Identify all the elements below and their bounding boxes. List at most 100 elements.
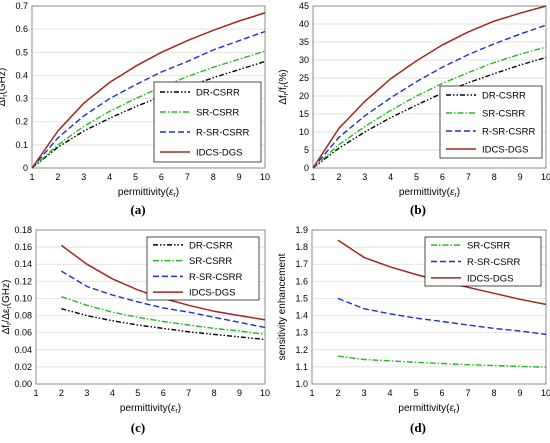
legend: SR-CSRR R-SR-CSRR IDCS-DGS [424, 236, 542, 287]
x-tick-label: 6 [159, 172, 164, 182]
chart-panel-2: 0.00 0.02 0.04 0.06 0.08 0.10 0.12 0.14 0.16 0.18… [1, 225, 270, 435]
y-tick-label: 0.06 [14, 328, 32, 338]
plot-frame [31, 5, 266, 169]
x-tick-label: 3 [362, 172, 367, 182]
x-tick-label: 3 [84, 388, 89, 398]
series-line-r-sr-csrr [337, 297, 547, 336]
y-tick-label: 1.9 [295, 225, 308, 235]
x-tick-label: 4 [110, 388, 115, 398]
x-tick-label: 7 [186, 388, 191, 398]
x-tick-label: 9 [518, 172, 523, 182]
legend: DR-CSRR SR-CSRR R-SR-CSRR IDCS-DGS [153, 81, 262, 163]
x-tick-label: 5 [414, 172, 419, 182]
panel-label: (b) [410, 202, 426, 217]
legend: DR-CSRR SR-CSRR R-SR-CSRR IDCS-DGS [439, 85, 543, 159]
x-tick-label: 1 [33, 388, 38, 398]
y-axis-label: Δfr/fr(%) [278, 69, 290, 104]
series-line-r-sr-csrr [61, 270, 266, 329]
plot-frame [312, 5, 547, 169]
y-tick-label: 0 [304, 163, 309, 173]
legend-label: DR-CSRR [196, 88, 240, 99]
series-line-dr-csrr [31, 60, 266, 169]
y-tick-label: 5 [304, 145, 309, 155]
chart-panel-0: 0 0.1 0.2 0.3 0.4 0.5 0.6 0.7 1 2 3 4 5 6 7 8 9 10 DR-CSRR… [0, 1, 270, 217]
series-line-sr-csrr [312, 46, 547, 169]
x-tick-label: 1 [309, 388, 314, 398]
plot-frame [311, 229, 547, 385]
legend-label: SR-CSRR [467, 241, 510, 252]
y-tick-label: 0.10 [14, 293, 32, 303]
x-tick-label: 7 [466, 172, 471, 182]
y-tick-label: 1.6 [295, 276, 308, 286]
y-tick-label: 30 [299, 55, 309, 65]
legend-box [439, 85, 543, 159]
series-line-sr-csrr [31, 50, 266, 169]
y-tick-label: 0.08 [14, 311, 32, 321]
y-tick-label: 0.14 [14, 259, 32, 269]
x-tick-label: 7 [185, 172, 190, 182]
x-tick-label: 9 [517, 388, 522, 398]
panel-label: (d) [410, 420, 426, 435]
x-tick-label: 7 [465, 388, 470, 398]
x-tick-label: 9 [237, 388, 242, 398]
legend-label: IDCS-DGS [467, 273, 513, 284]
y-axis-label: Δfr(GHz) [0, 68, 9, 106]
y-tick-label: 40 [299, 19, 309, 29]
chart-panel-3: 1.0 1.1 1.2 1.3 1.4 1.5 1.6 1.7 1.8 1.9 1 2 3 4 5 6 7 8 9 1… [277, 225, 550, 435]
x-tick-label: 8 [492, 172, 497, 182]
y-tick-label: 0.00 [14, 379, 32, 389]
legend-label: IDCS-DGS [196, 148, 242, 159]
x-tick-label: 2 [336, 172, 341, 182]
y-tick-label: 35 [299, 37, 309, 47]
x-tick-label: 3 [361, 388, 366, 398]
y-tick-label: 0.12 [14, 276, 32, 286]
x-tick-label: 2 [55, 172, 60, 182]
panel-label: (c) [131, 420, 145, 435]
series-line-r-sr-csrr [312, 24, 547, 169]
x-tick-label: 6 [161, 388, 166, 398]
legend-label: R-SR-CSRR [467, 257, 520, 268]
series-line-idcs-dgs [312, 5, 547, 169]
x-tick-label: 10 [541, 172, 550, 182]
legend-label: IDCS-DGS [482, 145, 528, 156]
x-axis-label: permittivity(εr) [118, 187, 179, 199]
y-tick-label: 45 [299, 1, 309, 11]
x-tick-label: 10 [260, 172, 270, 182]
y-tick-label: 0.02 [14, 362, 32, 372]
legend-label: SR-CSRR [196, 108, 239, 119]
y-tick-label: 1.2 [295, 345, 308, 355]
legend-label: R-SR-CSRR [189, 272, 242, 283]
x-axis-label: permittivity(εr) [120, 403, 181, 415]
legend-label: R-SR-CSRR [482, 127, 535, 138]
y-tick-label: 25 [299, 73, 309, 83]
y-tick-label: 0.18 [14, 225, 32, 235]
y-tick-label: 10 [299, 127, 309, 137]
x-tick-label: 4 [387, 388, 392, 398]
y-tick-label: 0.1 [15, 140, 28, 150]
y-tick-label: 1.1 [295, 362, 308, 372]
legend-label: IDCS-DGS [189, 288, 235, 299]
y-tick-label: 0.3 [15, 94, 28, 104]
x-tick-label: 4 [388, 172, 393, 182]
x-axis-label: permittivity(εr) [398, 403, 459, 415]
x-tick-label: 2 [335, 388, 340, 398]
x-tick-label: 3 [81, 172, 86, 182]
y-tick-label: 20 [299, 91, 309, 101]
x-tick-label: 1 [310, 172, 315, 182]
x-tick-label: 8 [491, 388, 496, 398]
y-tick-label: 1.3 [295, 328, 308, 338]
panel-label: (a) [130, 202, 145, 217]
legend-label: SR-CSRR [189, 256, 232, 267]
x-tick-label: 5 [135, 388, 140, 398]
x-tick-label: 2 [59, 388, 64, 398]
y-tick-label: 1.7 [295, 259, 308, 269]
legend-label: SR-CSRR [482, 109, 525, 120]
x-tick-label: 5 [133, 172, 138, 182]
legend-label: DR-CSRR [189, 240, 233, 251]
legend-label: R-SR-CSRR [196, 128, 249, 139]
x-tick-label: 6 [440, 172, 445, 182]
x-tick-label: 9 [237, 172, 242, 182]
y-tick-label: 0.04 [14, 345, 32, 355]
